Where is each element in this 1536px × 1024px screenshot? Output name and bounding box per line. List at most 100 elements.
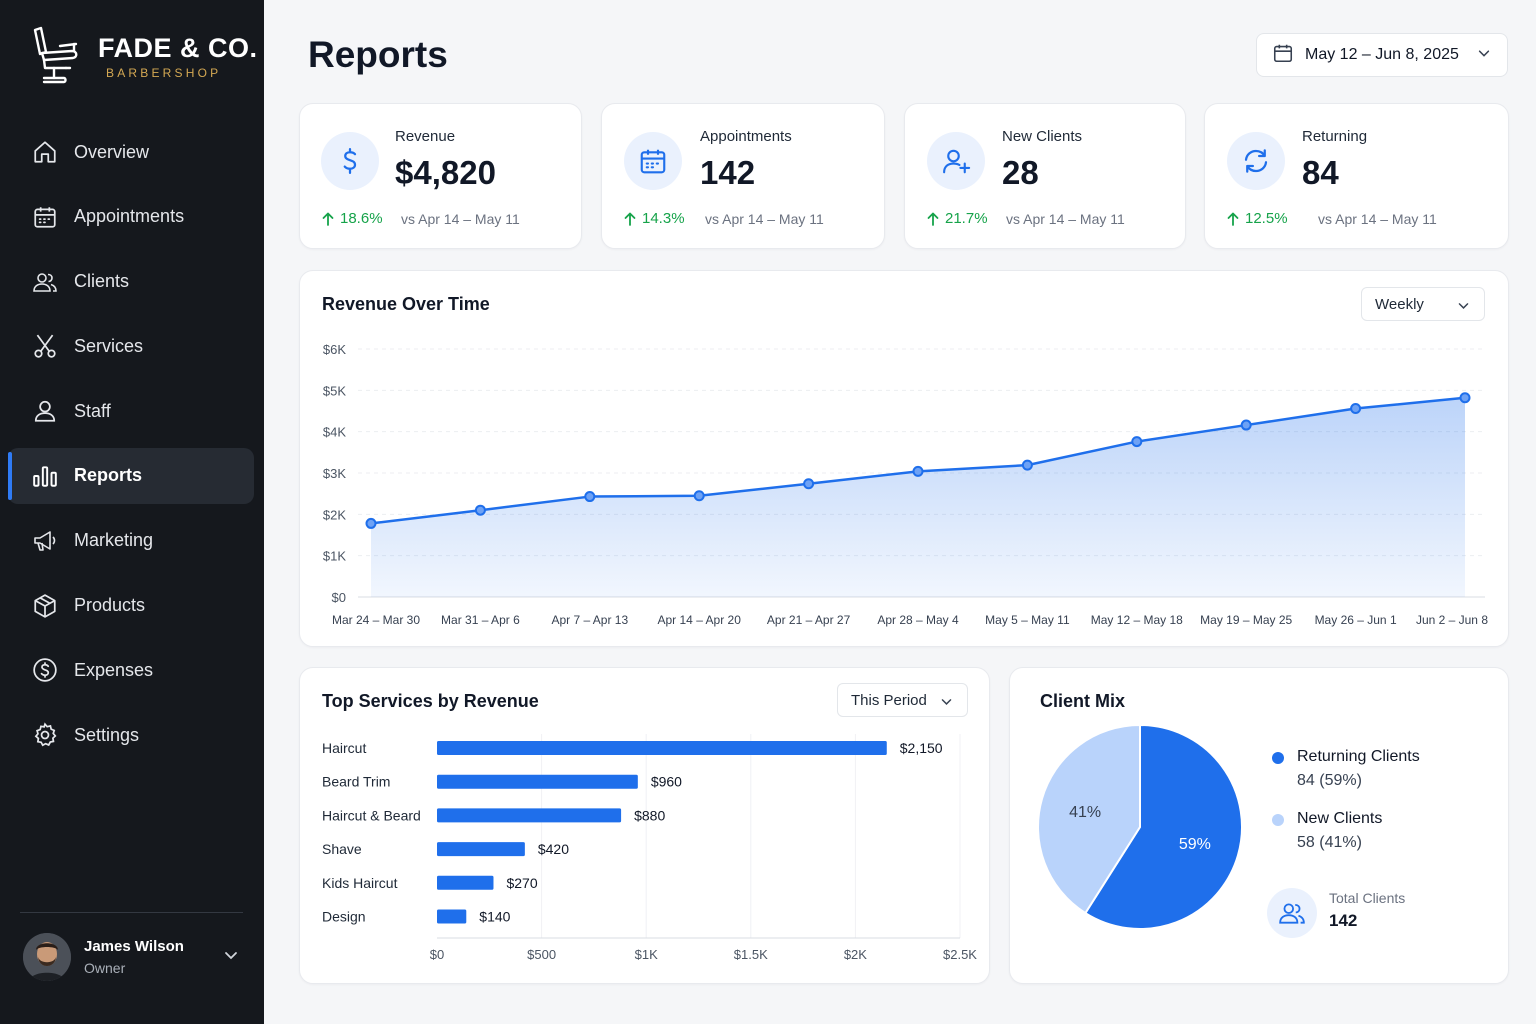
home-icon <box>32 139 58 165</box>
pie-slice[interactable] <box>1083 723 1243 930</box>
category-label: Design <box>322 909 366 925</box>
y-axis-ticks: $0 $1K $2K $3K $4K $5K $6K <box>323 342 346 605</box>
legend-value: 58 (41%) <box>1297 834 1362 851</box>
sidebar-item-staff[interactable]: Staff <box>8 383 254 439</box>
bar[interactable] <box>437 842 525 857</box>
category-label: Haircut & Beard <box>322 807 421 823</box>
legend-swatch <box>1272 752 1284 764</box>
client-mix-card: Client Mix 59% 41% Returning Clients 84 (… <box>1009 667 1509 984</box>
sidebar-item-appointments[interactable]: Appointments <box>8 189 254 245</box>
x-tick-label: Apr 14 – Apr 20 <box>658 613 742 627</box>
sidebar-item-label: Products <box>74 595 146 616</box>
x-tick-label: $2K <box>844 947 867 962</box>
date-range-picker[interactable]: May 12 – Jun 8, 2025 <box>1256 33 1508 77</box>
chevron-down-icon <box>1477 46 1491 65</box>
data-point[interactable] <box>693 490 705 502</box>
data-point[interactable] <box>584 491 596 503</box>
y-tick-label: $4K <box>323 425 346 440</box>
kpi-value: 142 <box>700 154 756 191</box>
bar[interactable] <box>437 774 638 789</box>
x-tick-label: May 26 – Jun 1 <box>1315 613 1397 627</box>
legend-swatch <box>1272 814 1284 826</box>
sidebar-item-products[interactable]: Products <box>8 578 254 634</box>
sidebar-item-overview[interactable]: Overview <box>8 124 254 180</box>
scissors-icon <box>32 333 58 359</box>
bar[interactable] <box>437 808 622 823</box>
period-dropdown[interactable]: Weekly <box>1361 287 1485 321</box>
period-dropdown-label: Weekly <box>1375 295 1424 313</box>
data-point[interactable] <box>1131 436 1143 448</box>
kpi-card-revenue[interactable]: Revenue $4,820 18.6% vs Apr 14 – May 11 <box>299 103 582 249</box>
data-points <box>365 392 1471 529</box>
revenue-chart-title: Revenue Over Time <box>322 294 490 314</box>
sidebar-item-reports[interactable]: Reports <box>8 447 254 504</box>
data-point[interactable] <box>803 478 815 490</box>
category-labels: Haircut Beard Trim Haircut & Beard Shave Kid… <box>322 740 421 925</box>
x-tick-label: Apr 21 – Apr 27 <box>767 613 851 627</box>
sidebar-item-label: Clients <box>74 271 130 292</box>
category-label: Beard Trim <box>322 774 390 790</box>
brand-text: FADE & CO. BARBERSHOP <box>98 34 258 80</box>
kpi-card-new-clients[interactable]: New Clients 28 21.7% vs Apr 14 – May 11 <box>904 103 1186 249</box>
sidebar-item-settings[interactable]: Settings <box>8 707 254 763</box>
y-tick-label: $0 <box>332 590 346 605</box>
bar-value-label: $420 <box>538 841 569 857</box>
data-point[interactable] <box>1240 419 1252 431</box>
bar[interactable] <box>437 909 467 924</box>
sidebar-item-label: Reports <box>74 465 143 486</box>
box-icon <box>32 593 58 619</box>
bar[interactable] <box>437 875 494 890</box>
sidebar-item-clients[interactable]: Clients <box>8 254 254 310</box>
chevron-down-icon[interactable] <box>223 947 239 968</box>
data-point[interactable] <box>912 465 924 477</box>
kpi-label: New Clients <box>1002 128 1083 145</box>
sidebar-nav: Overview Appointments Clients Services <box>8 124 254 772</box>
legend-item-returning: Returning Clients 84 (59%) <box>1272 748 1420 790</box>
user-menu[interactable]: James Wilson Owner <box>20 912 243 981</box>
main-content: Reports May 12 – Jun 8, 2025 Revenue $4,… <box>264 0 1536 1024</box>
x-axis-ticks: Mar 24 – Mar 30 Mar 31 – Apr 6 Apr 7 – Apr… <box>332 613 1488 627</box>
user-info: James Wilson Owner <box>84 938 184 976</box>
barber-chair-icon <box>33 26 78 84</box>
revenue-area <box>371 397 1465 597</box>
sidebar-item-services[interactable]: Services <box>8 318 254 374</box>
pie-slice-labels: 59% 41% <box>1069 804 1211 853</box>
x-tick-label: May 5 – May 11 <box>985 613 1070 627</box>
services-period-dropdown[interactable]: This Period <box>837 683 968 717</box>
data-point[interactable] <box>365 517 377 529</box>
bar-chart-icon <box>32 463 58 489</box>
kpi-card-returning[interactable]: Returning 84 12.5% vs Apr 14 – May 11 <box>1204 103 1509 249</box>
pie-slice-label: 59% <box>1179 836 1211 853</box>
pie-slice-label: 41% <box>1069 804 1101 821</box>
sidebar-item-label: Expenses <box>74 659 154 680</box>
legend-name: New Clients <box>1297 810 1383 827</box>
pie-slices <box>1037 723 1243 930</box>
sidebar-item-expenses[interactable]: Expenses <box>8 642 254 698</box>
sidebar-item-marketing[interactable]: Marketing <box>8 513 254 569</box>
brand-tagline: BARBERSHOP <box>106 66 222 80</box>
services-chart-title: Top Services by Revenue <box>322 691 539 711</box>
calendar-icon <box>32 204 58 230</box>
bar-value-label: $140 <box>479 909 510 925</box>
brand[interactable]: FADE & CO. BARBERSHOP <box>30 26 258 88</box>
value-labels: $2,150 $960 $880 $420 $270 $140 <box>479 740 943 925</box>
data-point[interactable] <box>1459 392 1471 404</box>
brand-name: FADE & CO. <box>98 33 258 63</box>
x-tick-label: Mar 24 – Mar 30 <box>332 613 420 627</box>
legend-name: Returning Clients <box>1297 748 1420 765</box>
bar-value-label: $960 <box>651 774 682 790</box>
data-point[interactable] <box>1350 403 1362 415</box>
dollar-circle-icon <box>32 657 58 683</box>
data-point[interactable] <box>1021 459 1033 471</box>
category-label: Shave <box>322 841 362 857</box>
pie-slice[interactable] <box>1037 723 1141 915</box>
kpi-delta-value: 12.5% <box>1245 210 1288 227</box>
refresh-icon <box>1227 132 1285 190</box>
calendar-icon <box>624 132 682 190</box>
bars <box>437 741 887 924</box>
kpi-card-appointments[interactable]: Appointments 142 14.3% vs Apr 14 – May 1… <box>601 103 885 249</box>
bar[interactable] <box>437 741 887 755</box>
kpi-value: 28 <box>1002 154 1039 191</box>
data-point[interactable] <box>474 504 486 516</box>
